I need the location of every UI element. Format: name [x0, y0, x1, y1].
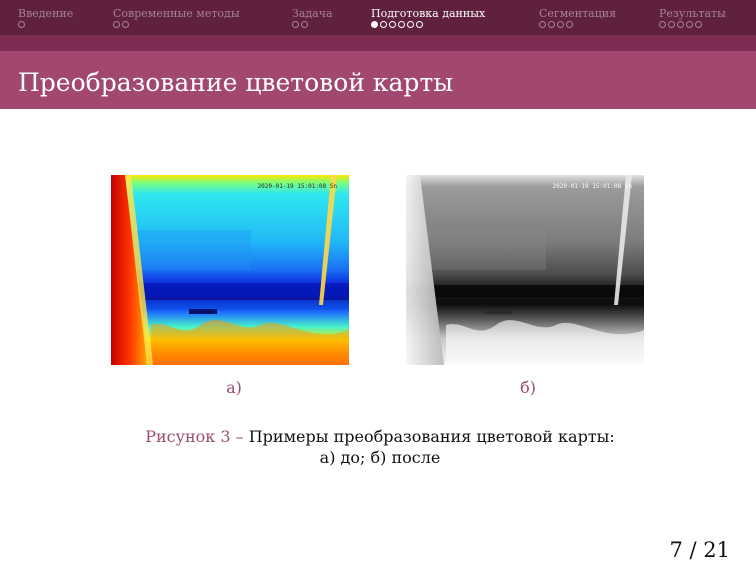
nav-section-label: Современные методы [113, 7, 240, 20]
nav-subsection-dot[interactable] [371, 21, 378, 28]
image-timestamp: 2020-01-19 15:01:08 Sn [552, 183, 632, 190]
nav-subsection-dot[interactable] [548, 21, 555, 28]
nav-subsection-dots [292, 21, 333, 28]
thermal-image-grayscale: 2020-01-19 15:01:08 Sn [406, 175, 644, 365]
page-separator: / [682, 538, 704, 562]
page-current: 7 [669, 538, 683, 562]
nav-subsection-dots [18, 21, 73, 28]
nav-subsection-dots [659, 21, 726, 28]
nav-subsection-dot[interactable] [659, 21, 666, 28]
nav-subsection-dot[interactable] [122, 21, 129, 28]
nav-subsection-dot[interactable] [539, 21, 546, 28]
nav-subsection-dot[interactable] [566, 21, 573, 28]
nav-section-methods[interactable]: Современные методы [113, 7, 240, 28]
nav-subsection-dot[interactable] [389, 21, 396, 28]
nav-divider-strip [0, 35, 756, 51]
caption-line-1: Рисунок 3 – Примеры преобразования цвето… [90, 426, 670, 447]
nav-section-label: Задача [292, 7, 333, 20]
section-navigation: Введение Современные методы Задача Подго… [0, 0, 756, 35]
nav-subsection-dot[interactable] [380, 21, 387, 28]
caption-line-2: а) до; б) после [319, 448, 441, 467]
caption-text: Примеры преобразования цветовой карты: [243, 427, 615, 446]
nav-subsection-dot[interactable] [677, 21, 684, 28]
nav-section-results[interactable]: Результаты [659, 7, 726, 28]
nav-subsection-dot[interactable] [113, 21, 120, 28]
nav-subsection-dot[interactable] [686, 21, 693, 28]
page-total: 21 [703, 538, 730, 562]
nav-subsection-dot[interactable] [557, 21, 564, 28]
nav-subsection-dot[interactable] [18, 21, 25, 28]
nav-section-label: Подготовка данных [371, 7, 486, 20]
figure-caption: Рисунок 3 – Примеры преобразования цвето… [90, 426, 670, 468]
caption-label: Рисунок 3 – [145, 427, 244, 446]
frame-title-bar: Преобразование цветовой карты [0, 51, 756, 109]
thermal-image-jet: 2020-01-19 15:01:08 Sn [111, 175, 349, 365]
nav-subsection-dot[interactable] [301, 21, 308, 28]
nav-section-task[interactable]: Задача [292, 7, 333, 28]
nav-section-segmentation[interactable]: Сегментация [539, 7, 616, 28]
nav-subsection-dot[interactable] [398, 21, 405, 28]
nav-section-label: Результаты [659, 7, 726, 20]
nav-subsection-dots [113, 21, 240, 28]
nav-subsection-dot[interactable] [292, 21, 299, 28]
nav-subsection-dots [371, 21, 485, 28]
frame-title: Преобразование цветовой карты [18, 68, 454, 97]
nav-subsection-dot[interactable] [407, 21, 414, 28]
nav-subsection-dot[interactable] [695, 21, 702, 28]
nav-section-label: Введение [18, 7, 74, 20]
subfigure-label-b: б) [520, 378, 536, 397]
nav-section-label: Сегментация [539, 7, 617, 20]
nav-subsection-dots [539, 21, 616, 28]
nav-section-data-prep[interactable]: Подготовка данных [371, 7, 485, 28]
nav-section-intro[interactable]: Введение [18, 7, 73, 28]
nav-subsection-dot[interactable] [668, 21, 675, 28]
nav-subsection-dot[interactable] [416, 21, 423, 28]
thermal-image-grayscale-graphic [406, 175, 644, 365]
thermal-image-jet-graphic [111, 175, 349, 365]
page-number: 7 / 21 [669, 537, 730, 563]
image-timestamp: 2020-01-19 15:01:08 Sn [257, 183, 337, 190]
subfigure-label-a: а) [226, 378, 242, 397]
